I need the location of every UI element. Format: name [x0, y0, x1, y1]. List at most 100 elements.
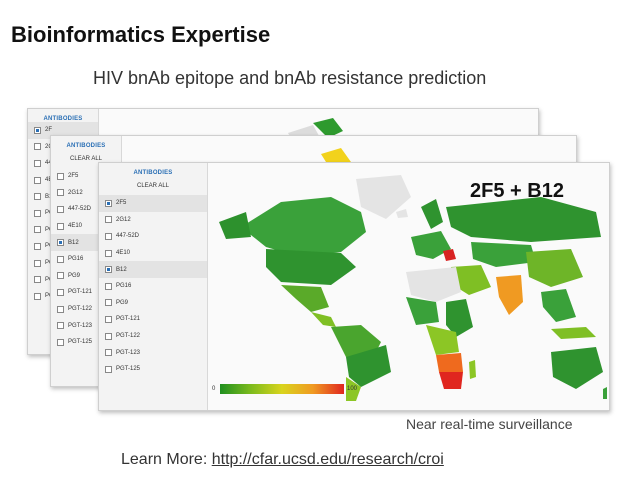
antibody-option[interactable]: 2G12	[51, 185, 121, 202]
clear-all-button[interactable]: CLEAR ALL	[136, 183, 170, 189]
antibody-checkbox[interactable]	[34, 193, 41, 201]
learn-more-line: Learn More: http://cfar.ucsd.edu/researc…	[121, 451, 444, 469]
scale-min-label: 0	[212, 386, 216, 392]
slide-title: Bioinformatics Expertise	[11, 22, 271, 47]
antibody-checkbox[interactable]	[34, 126, 41, 134]
antibody-checkbox[interactable]	[57, 239, 64, 247]
antibody-label: 4E10	[68, 223, 83, 230]
antibody-label: PG	[45, 227, 54, 233]
antibody-checkbox[interactable]	[105, 199, 112, 207]
antibody-checkbox[interactable]	[105, 249, 112, 257]
antibody-checkbox[interactable]	[105, 232, 112, 240]
antibody-option[interactable]: PG	[28, 288, 98, 305]
antibody-checkbox[interactable]	[105, 365, 112, 373]
antibody-label: PG9	[68, 272, 81, 279]
world-map	[219, 175, 607, 401]
antibody-option[interactable]: 447-52D	[51, 201, 121, 218]
antibody-option[interactable]: PG9	[99, 295, 207, 312]
antibody-option[interactable]: 2G12	[99, 212, 207, 229]
antibody-option[interactable]: PG16	[99, 278, 207, 295]
antibody-option[interactable]: 4E10	[51, 218, 121, 235]
region-brazil	[346, 345, 391, 387]
antibody-option[interactable]: 2G	[28, 139, 98, 156]
antibody-checkbox[interactable]	[34, 242, 41, 250]
antibody-option[interactable]: PG	[28, 255, 98, 272]
antibody-checkbox[interactable]	[57, 222, 64, 230]
antibody-sidebar: ANTIBODIES CLEAR ALL 2F5 2G12 447-52D 4E10 B…	[99, 163, 208, 410]
antibody-label: 2G	[45, 143, 54, 150]
antibody-checkbox[interactable]	[105, 315, 112, 323]
antibody-checkbox[interactable]	[105, 332, 112, 340]
slide-subtitle: HIV bnAb epitope and bnAb resistance pre…	[93, 68, 487, 88]
antibody-option[interactable]: B12	[99, 261, 207, 278]
antibody-checkbox[interactable]	[34, 259, 41, 267]
antibody-checkbox[interactable]	[34, 176, 41, 184]
region-eastern-europe-hotspot	[443, 249, 456, 261]
region-central-america	[311, 312, 336, 327]
antibody-option[interactable]: 44	[28, 155, 98, 172]
antibody-label: 2G12	[68, 189, 83, 196]
region-canada	[241, 197, 366, 257]
antibody-checkbox[interactable]	[105, 299, 112, 307]
antibody-checkbox[interactable]	[105, 282, 112, 290]
antibody-option[interactable]: PGT-125	[51, 334, 121, 351]
clear-all-button[interactable]: CLEAR ALL	[69, 156, 103, 162]
antibody-checkbox[interactable]	[34, 292, 41, 300]
antibody-option[interactable]: PG16	[51, 251, 121, 268]
antibody-option[interactable]: PGT-122	[51, 301, 121, 318]
antibody-option[interactable]: PGT-121	[99, 311, 207, 328]
antibody-checkbox[interactable]	[34, 209, 41, 217]
antibody-checkbox[interactable]	[57, 322, 64, 330]
antibody-checkbox[interactable]	[57, 305, 64, 313]
region-madagascar	[469, 360, 476, 379]
antibody-option[interactable]: PG9	[51, 268, 121, 285]
region-china	[526, 249, 583, 287]
antibody-checkbox[interactable]	[57, 288, 64, 296]
antibody-checkbox[interactable]	[34, 159, 41, 167]
antibody-option[interactable]: 4E	[28, 172, 98, 189]
antibody-checkbox[interactable]	[57, 205, 64, 213]
antibody-option[interactable]: B1	[28, 188, 98, 205]
antibody-combination-label: 2F5 + B12	[470, 180, 564, 202]
antibody-option[interactable]: 447-52D	[99, 228, 207, 245]
antibody-checkbox[interactable]	[34, 226, 41, 234]
antibody-option[interactable]: PG	[28, 205, 98, 222]
antibody-checkbox[interactable]	[105, 216, 112, 224]
region-middle-east	[451, 265, 491, 295]
antibody-checkbox[interactable]	[57, 189, 64, 197]
antibody-list: 2F 2G 44 4E B1 PG PG PG PG PG PG	[28, 122, 98, 305]
antibody-checkbox[interactable]	[57, 338, 64, 346]
region-south-africa	[439, 372, 463, 389]
antibody-checkbox[interactable]	[57, 255, 64, 263]
region-scandinavia	[421, 199, 443, 229]
antibody-checkbox[interactable]	[57, 172, 64, 180]
antibody-checkbox[interactable]	[105, 349, 112, 357]
antibody-option[interactable]: PGT-125	[99, 361, 207, 378]
region-southeast-asia	[541, 289, 576, 322]
antibody-checkbox[interactable]	[34, 276, 41, 284]
antibody-checkbox[interactable]	[57, 272, 64, 280]
antibody-label: PG9	[116, 299, 129, 306]
antibody-label: PG	[45, 260, 54, 266]
antibody-checkbox[interactable]	[105, 266, 112, 274]
antibody-option[interactable]: 2F5	[51, 168, 121, 185]
antibody-option[interactable]: 2F	[28, 122, 98, 139]
antibody-label: 2F	[45, 127, 53, 134]
antibody-option[interactable]: PGT-121	[51, 284, 121, 301]
antibody-option[interactable]: PG	[28, 238, 98, 255]
learn-more-link[interactable]: http://cfar.ucsd.edu/research/croi	[211, 451, 444, 468]
antibody-option[interactable]: 4E10	[99, 245, 207, 262]
antibody-option[interactable]: PG	[28, 222, 98, 239]
antibody-option[interactable]: PGT-123	[99, 344, 207, 361]
antibody-label: PGT-121	[68, 289, 93, 296]
antibody-label: PG16	[116, 283, 132, 290]
antibody-option[interactable]: PG	[28, 271, 98, 288]
antibody-option[interactable]: 2F5	[99, 195, 207, 212]
antibodies-header: ANTIBODIES	[43, 116, 83, 122]
antibody-option[interactable]: PGT-122	[99, 328, 207, 345]
region-russia	[446, 197, 601, 242]
antibody-label: PGT-123	[116, 349, 141, 356]
antibody-label: PGT-122	[116, 333, 141, 340]
antibody-checkbox[interactable]	[34, 143, 41, 151]
antibody-option[interactable]: PGT-123	[51, 317, 121, 334]
